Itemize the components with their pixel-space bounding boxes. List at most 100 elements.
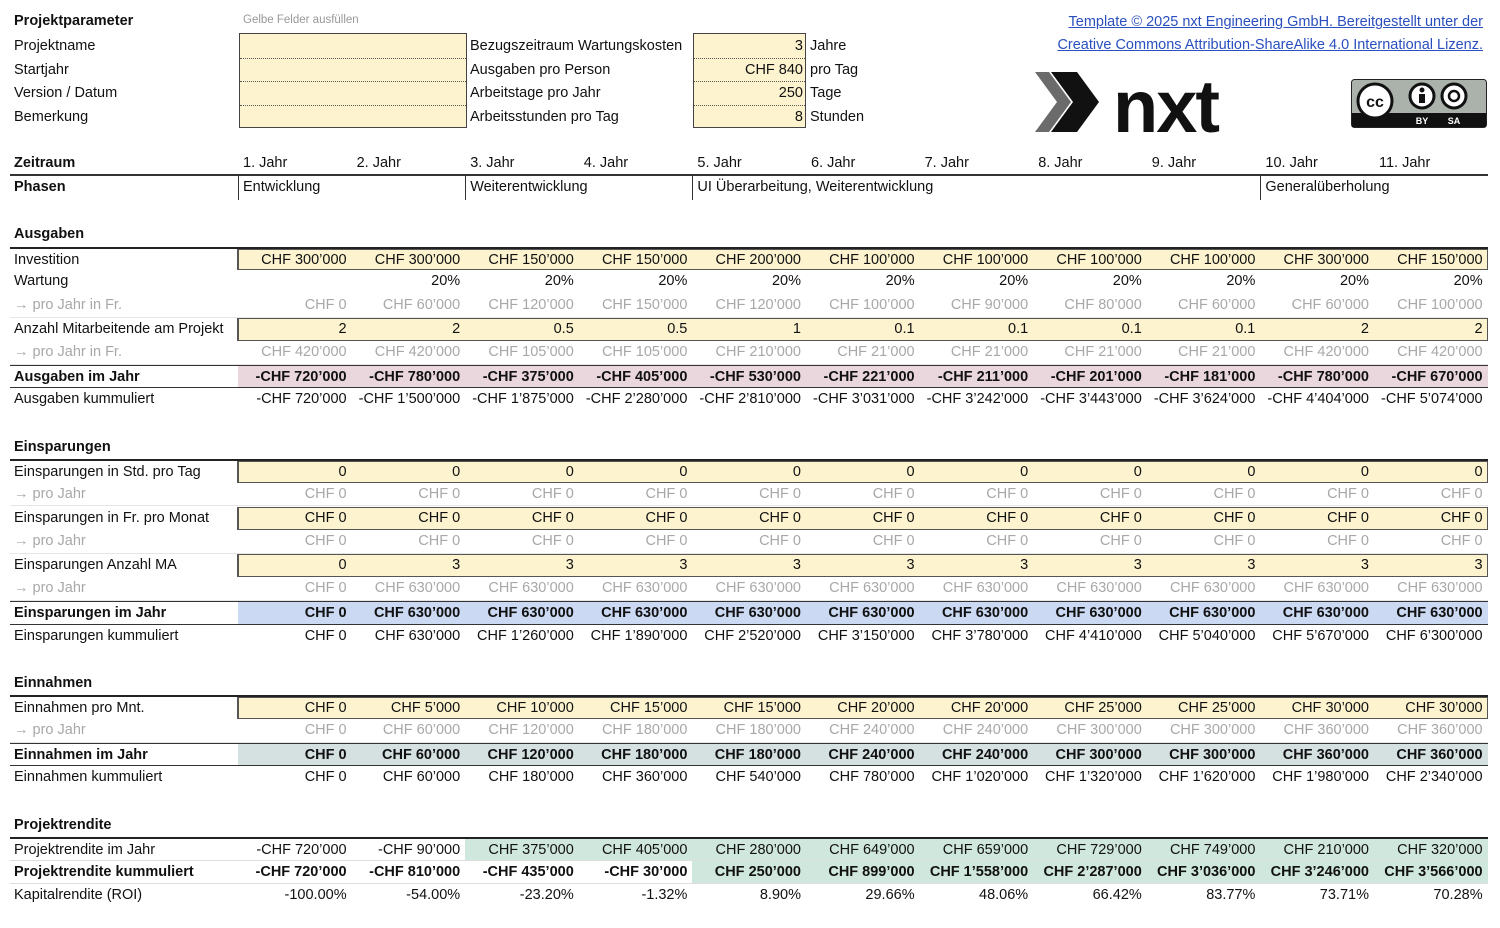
value-cell[interactable]: 0 bbox=[338, 464, 347, 481]
value-cell[interactable]: 0.5 bbox=[667, 320, 688, 337]
phase-cell: Generalüberholung bbox=[1260, 175, 1487, 200]
value-cell[interactable]: CHF 20’000 bbox=[837, 700, 915, 717]
value-cell[interactable]: CHF 0 bbox=[1440, 509, 1483, 526]
value-cell[interactable]: 3 bbox=[792, 556, 801, 573]
table-row: Wartung 20% 20% 20% 20% 20% 20% 20% 20% 20% 20% bbox=[10, 270, 1488, 294]
param-label: Startjahr bbox=[14, 61, 69, 78]
value-cell: CHF 280’000 bbox=[692, 839, 806, 860]
value-cell[interactable]: 0 bbox=[679, 464, 688, 481]
value-cell[interactable]: CHF 150’000 bbox=[601, 251, 688, 268]
value-cell: CHF 21’000 bbox=[837, 344, 915, 361]
value-cell: CHF 1’260’000 bbox=[477, 627, 574, 644]
setting-input[interactable]: 250 bbox=[778, 85, 803, 102]
value-cell[interactable]: CHF 15’000 bbox=[610, 700, 688, 717]
value-cell[interactable]: 1 bbox=[792, 320, 801, 337]
value-cell[interactable]: 0 bbox=[792, 464, 801, 481]
value-cell[interactable]: 0 bbox=[452, 464, 461, 481]
param-input[interactable] bbox=[243, 62, 463, 80]
value-cell: 20% bbox=[1112, 273, 1142, 290]
value-cell[interactable]: CHF 0 bbox=[645, 509, 688, 526]
value-cell[interactable]: 3 bbox=[1474, 556, 1483, 573]
value-cell[interactable]: 0.1 bbox=[1121, 320, 1142, 337]
value-cell[interactable]: CHF 30’000 bbox=[1291, 700, 1369, 717]
value-cell[interactable]: 0 bbox=[1247, 464, 1256, 481]
value-cell[interactable]: CHF 30’000 bbox=[1405, 700, 1483, 717]
value-cell[interactable]: CHF 0 bbox=[304, 509, 347, 526]
value-cell[interactable]: CHF 200’000 bbox=[715, 251, 801, 268]
value-cell[interactable]: 3 bbox=[1020, 556, 1029, 573]
value-cell[interactable]: CHF 300’000 bbox=[261, 251, 347, 268]
value-cell: CHF 0 bbox=[1099, 485, 1142, 502]
value-cell[interactable]: CHF 0 bbox=[418, 509, 461, 526]
value-cell[interactable]: CHF 300’000 bbox=[374, 251, 461, 268]
value-cell[interactable]: 0 bbox=[1020, 464, 1029, 481]
value-cell[interactable]: 3 bbox=[679, 556, 688, 573]
value-cell: CHF 240’000 bbox=[828, 746, 915, 763]
value-cell[interactable]: 0.1 bbox=[894, 320, 915, 337]
setting-input[interactable]: 3 bbox=[794, 38, 803, 55]
value-cell[interactable]: 2 bbox=[1474, 320, 1483, 337]
license-link-line2[interactable]: Creative Commons Attribution-ShareAlike … bbox=[1057, 37, 1483, 53]
value-cell[interactable]: CHF 10’000 bbox=[496, 700, 574, 717]
setting-input[interactable]: 8 bbox=[794, 108, 803, 125]
value-cell[interactable]: 0.5 bbox=[553, 320, 574, 337]
value-cell: CHF 0 bbox=[1327, 485, 1369, 502]
value-cell[interactable]: CHF 150’000 bbox=[1397, 251, 1483, 268]
value-cell[interactable]: 3 bbox=[1247, 556, 1256, 573]
value-cell[interactable]: CHF 15’000 bbox=[723, 700, 801, 717]
value-cell[interactable]: 0.1 bbox=[1008, 320, 1029, 337]
value-cell[interactable]: CHF 0 bbox=[1099, 509, 1142, 526]
value-cell: CHF 180’000 bbox=[715, 722, 801, 739]
value-cell[interactable]: CHF 0 bbox=[986, 509, 1029, 526]
value-cell[interactable]: CHF 300’000 bbox=[1283, 251, 1369, 268]
value-cell: CHF 3’036’000 bbox=[1146, 860, 1261, 884]
cc-by-sa-badge[interactable]: cc BY SA bbox=[1351, 79, 1487, 132]
value-cell[interactable]: CHF 20’000 bbox=[950, 700, 1029, 717]
value-cell[interactable]: 2 bbox=[1360, 320, 1369, 337]
value-cell: CHF 630’000 bbox=[1169, 580, 1256, 597]
row-label: Einnahmen pro Mnt. bbox=[10, 697, 238, 720]
value-cell: CHF 0 bbox=[304, 627, 347, 644]
value-cell: 20% bbox=[1226, 273, 1256, 290]
value-cell: CHF 729’000 bbox=[1033, 839, 1147, 860]
value-cell[interactable]: 0 bbox=[906, 464, 915, 481]
value-cell: CHF 630’000 bbox=[714, 605, 801, 621]
value-cell[interactable]: CHF 5’000 bbox=[390, 700, 461, 717]
input-band bbox=[238, 317, 1488, 342]
value-cell[interactable]: CHF 100’000 bbox=[1169, 251, 1256, 268]
value-cell: CHF 300’000 bbox=[1056, 722, 1142, 739]
value-cell[interactable]: 0 bbox=[1474, 464, 1483, 481]
value-cell: CHF 630’000 bbox=[829, 580, 915, 597]
setting-input[interactable]: CHF 840 bbox=[744, 61, 803, 78]
value-cell[interactable]: CHF 25’000 bbox=[1178, 700, 1256, 717]
value-cell[interactable]: CHF 25’000 bbox=[1064, 700, 1142, 717]
value-cell[interactable]: CHF 100’000 bbox=[942, 251, 1029, 268]
value-cell[interactable]: 0.1 bbox=[1235, 320, 1256, 337]
value-cell[interactable]: 0 bbox=[1360, 464, 1369, 481]
value-cell[interactable]: CHF 0 bbox=[872, 509, 915, 526]
value-cell[interactable]: 3 bbox=[1360, 556, 1369, 573]
section-header: Projektrendite bbox=[10, 814, 1488, 838]
param-input[interactable] bbox=[243, 85, 463, 103]
license-link-line1[interactable]: Template © 2025 nxt Engineering GmbH. Be… bbox=[1068, 14, 1484, 30]
value-cell[interactable]: 0 bbox=[565, 464, 574, 481]
value-cell: -CHF 810’000 bbox=[369, 863, 461, 880]
value-cell[interactable]: CHF 0 bbox=[1213, 509, 1256, 526]
value-cell[interactable]: 3 bbox=[906, 556, 915, 573]
value-cell[interactable]: CHF 100’000 bbox=[829, 251, 915, 268]
value-cell[interactable]: 3 bbox=[452, 556, 461, 573]
value-cell[interactable]: 3 bbox=[565, 556, 574, 573]
value-cell[interactable]: 0 bbox=[1133, 464, 1142, 481]
value-cell[interactable]: CHF 0 bbox=[1327, 509, 1369, 526]
value-cell[interactable]: CHF 0 bbox=[304, 700, 347, 717]
param-input[interactable] bbox=[243, 109, 463, 127]
value-cell[interactable]: 0 bbox=[338, 556, 347, 573]
value-cell[interactable]: 3 bbox=[1133, 556, 1142, 573]
value-cell[interactable]: CHF 0 bbox=[759, 509, 801, 526]
value-cell[interactable]: CHF 150’000 bbox=[488, 251, 574, 268]
value-cell[interactable]: 2 bbox=[338, 320, 347, 337]
value-cell[interactable]: 2 bbox=[452, 320, 461, 337]
value-cell[interactable]: CHF 100’000 bbox=[1056, 251, 1142, 268]
param-input[interactable] bbox=[243, 38, 463, 56]
value-cell[interactable]: CHF 0 bbox=[531, 509, 574, 526]
